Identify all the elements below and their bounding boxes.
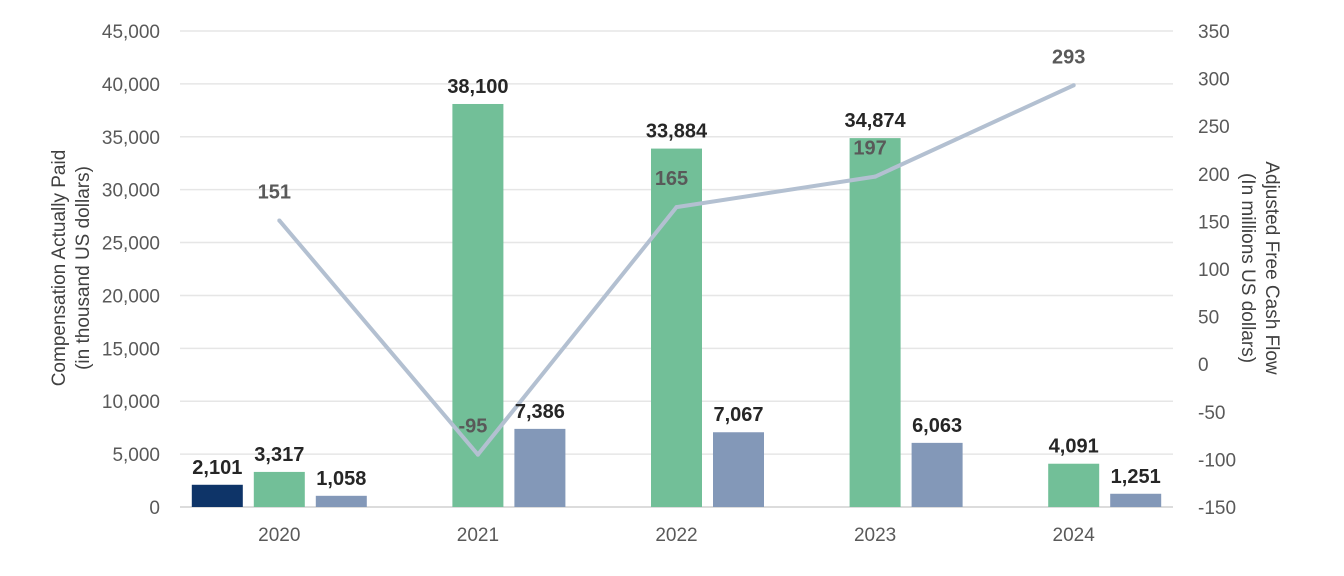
axis-title-line: (in thousand US dollars) <box>73 166 94 370</box>
right-tick-label: 300 <box>1198 70 1230 91</box>
line-point <box>277 218 282 223</box>
x-axis: 2020 2021 2022 2023 2024 <box>258 525 1095 546</box>
bar-data-label: 1,251 <box>1111 466 1161 488</box>
x-tick-label: 2022 <box>655 525 697 546</box>
bar-data-label: 2,101 <box>192 457 242 479</box>
left-tick-label: 25,000 <box>102 234 160 255</box>
bar-data-label: 38,100 <box>447 76 508 98</box>
bar <box>253 471 305 507</box>
right-tick-label: 100 <box>1198 260 1230 281</box>
line-data-label: -95 <box>458 416 487 438</box>
line-point <box>873 174 878 179</box>
bar-data-label: 1,058 <box>316 468 366 490</box>
right-tick-label: 200 <box>1198 165 1230 186</box>
bar <box>1110 493 1162 507</box>
bars <box>191 103 1162 507</box>
bar-data-label: 7,386 <box>515 401 565 423</box>
line-data-label: 165 <box>655 168 688 190</box>
right-tick-label: 350 <box>1198 22 1230 43</box>
line-point <box>1071 83 1076 88</box>
x-tick-label: 2020 <box>258 525 300 546</box>
right-axis: -150 -100 -50 0 50 100 150 200 250 300 350 <box>1198 22 1236 519</box>
left-tick-label: 15,000 <box>102 339 160 360</box>
bar <box>315 495 367 507</box>
left-axis: 0 5,000 10,000 15,000 20,000 25,000 30,000 35,0… <box>102 22 160 519</box>
line-data-label: 293 <box>1052 46 1085 68</box>
bar-data-label: 6,063 <box>912 415 962 437</box>
bar-data-label: 34,874 <box>845 110 907 132</box>
bar <box>514 428 566 507</box>
axis-title-line: Compensation Actually Paid <box>49 150 70 387</box>
line-data-label: 197 <box>853 138 886 160</box>
bar-data-label: 3,317 <box>254 444 304 466</box>
line-point <box>475 452 480 457</box>
left-tick-label: 45,000 <box>102 22 160 43</box>
data-labels: 2,101 3,317 38,100 33,884 34,874 4,091 1,058 7,… <box>192 46 1160 490</box>
axis-title-line: (In millions US dollars) <box>1237 173 1258 363</box>
x-tick-label: 2021 <box>457 525 499 546</box>
bar <box>1048 463 1100 507</box>
bar <box>191 484 243 507</box>
x-tick-label: 2023 <box>854 525 896 546</box>
right-tick-label: 250 <box>1198 117 1230 138</box>
right-tick-label: -50 <box>1198 403 1225 424</box>
x-tick-label: 2024 <box>1053 525 1096 546</box>
right-axis-title: Adjusted Free Cash Flow(In millions US d… <box>1237 161 1282 375</box>
right-tick-label: 50 <box>1198 308 1219 329</box>
bar-data-label: 33,884 <box>646 121 708 143</box>
left-axis-title: Compensation Actually Paid (in thousand U… <box>49 150 94 387</box>
adjusted-free-cash-flow-line <box>277 83 1076 457</box>
bar <box>452 103 504 507</box>
left-tick-label: 5,000 <box>112 445 160 466</box>
left-tick-label: 35,000 <box>102 128 160 149</box>
line-data-label: 151 <box>258 181 291 203</box>
left-tick-label: 30,000 <box>102 181 160 202</box>
bar-data-label: 4,091 <box>1049 436 1099 458</box>
right-tick-label: 150 <box>1198 212 1230 233</box>
left-tick-label: 0 <box>149 498 160 519</box>
right-tick-label: -150 <box>1198 498 1236 519</box>
bar <box>713 432 764 507</box>
bar <box>911 442 963 507</box>
line-point <box>674 205 679 210</box>
bar <box>651 148 702 507</box>
left-tick-label: 40,000 <box>102 75 160 96</box>
axis-title-line: Adjusted Free Cash Flow <box>1261 161 1282 375</box>
left-tick-label: 20,000 <box>102 286 160 307</box>
left-tick-label: 10,000 <box>102 392 160 413</box>
right-tick-label: -100 <box>1198 450 1236 471</box>
bar <box>849 138 901 507</box>
right-tick-label: 0 <box>1198 355 1209 376</box>
bar-data-label: 7,067 <box>713 404 763 426</box>
